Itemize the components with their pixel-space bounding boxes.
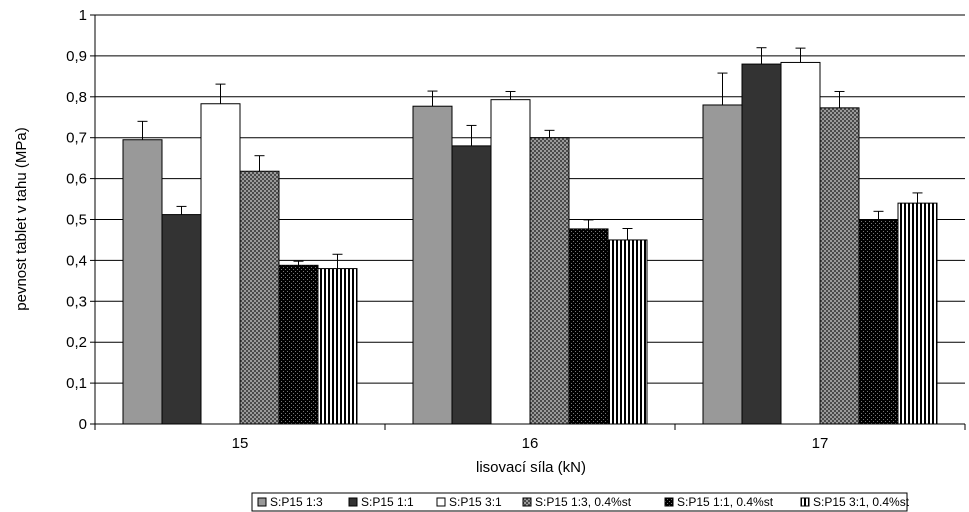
bar [451,145,492,425]
y-tick-label: 0,5 [66,212,87,229]
y-tick-label: 0,1 [66,375,87,392]
axes: 0 0,1 0,2 0,3 0,4 0,5 0,6 0,7 0,8 0,9 1 15 16 17 [66,7,966,452]
bar [858,219,899,425]
legend-swatch [436,497,446,507]
x-axis-title: lisovací síla (kN) [476,459,586,476]
y-axis-title: pevnost tablet v tahu (MPa) [13,127,30,310]
bar [529,137,570,425]
x-tick-label: 15 [232,435,249,452]
bars [122,47,938,425]
bar [607,239,648,425]
bar [239,170,280,425]
legend-label: S:P15 1:1 [361,495,414,509]
legend-label: S:P15 3:1 [449,495,502,509]
legend-box [251,492,908,512]
bar [819,107,860,425]
legend-label: S:P15 1:1, 0.4%st [677,495,774,509]
bar [490,99,531,425]
bar [278,264,319,425]
legend-swatch [800,497,810,507]
legend-swatch [257,497,267,507]
legend-label: S:P15 1:3, 0.4%st [535,495,632,509]
bar [200,103,241,425]
legend-label: S:P15 3:1, 0.4%st [813,495,910,509]
bar [568,228,609,425]
legend: S:P15 1:3 S:P15 1:1 S:P15 3:1 S:P15 1:3, 0.… [251,492,910,512]
legend-swatch [664,497,674,507]
bar [122,139,163,425]
bar [702,104,743,425]
y-tick-label: 0,6 [66,171,87,188]
bar [161,214,202,425]
y-tick-label: 0 [79,416,87,433]
bar [317,268,358,425]
x-tick-label: 17 [812,435,829,452]
bar [412,105,453,425]
y-tick-label: 0,2 [66,334,87,351]
bar [897,202,938,425]
y-tick-label: 0,9 [66,48,87,65]
y-tick-label: 0,4 [66,252,87,269]
legend-swatch [522,497,532,507]
bar [741,63,782,425]
legend-swatch [348,497,358,507]
y-tick-label: 0,8 [66,89,87,106]
y-tick-label: 0,7 [66,130,87,147]
y-tick-label: 1 [79,7,87,24]
bar [780,61,821,425]
y-tick-label: 0,3 [66,293,87,310]
x-tick-label: 16 [522,435,539,452]
legend-label: S:P15 1:3 [270,495,323,509]
